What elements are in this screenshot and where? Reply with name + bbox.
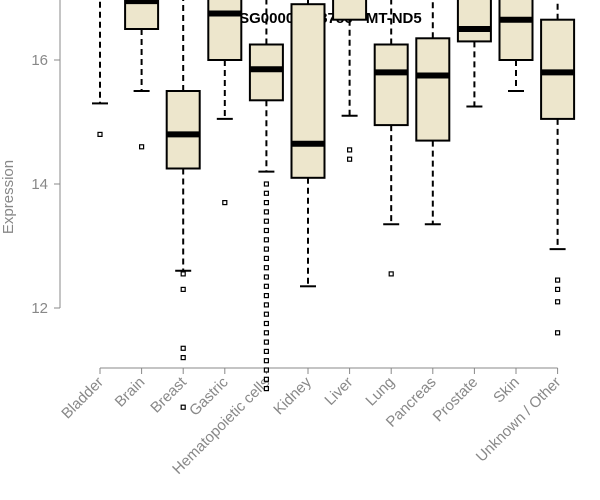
x-tick-label: Bladder (58, 374, 107, 423)
outlier-point (554, 330, 561, 336)
outlier-point (263, 339, 269, 345)
outlier-point (347, 156, 353, 162)
x-tick-label: Skin (490, 374, 523, 407)
box-hematopoietic-cells (248, 0, 284, 392)
outlier-point (180, 286, 186, 292)
outlier-point (263, 274, 269, 280)
y-tick-label: 16 (31, 52, 48, 69)
outlier-point (263, 348, 269, 354)
outlier-point (180, 355, 186, 361)
box-body (456, 0, 492, 43)
outlier-point (347, 147, 353, 153)
outlier-point (263, 227, 269, 234)
box-body (248, 43, 284, 102)
x-tick-label: Kidney (270, 373, 315, 418)
outlier-point (263, 181, 269, 187)
outlier-point (263, 246, 269, 252)
y-tick-label: 14 (31, 176, 48, 193)
outlier-point (180, 404, 186, 410)
outlier-point (180, 271, 186, 277)
box-breast (165, 0, 201, 410)
box-body (332, 0, 368, 21)
y-axis: 1214161820 (31, 0, 61, 317)
box-lung (373, 0, 409, 277)
x-tick-label: Lung (362, 374, 398, 410)
outlier-point (263, 358, 269, 364)
box-gastric (207, 0, 243, 206)
outlier-point (263, 293, 269, 299)
outlier-point (263, 190, 269, 196)
outlier-point (263, 302, 269, 308)
outlier-point (263, 311, 269, 317)
box-skin (498, 0, 534, 92)
box-prostate (456, 0, 492, 108)
outlier-point (263, 200, 269, 206)
box-pancreas (415, 0, 451, 226)
outlier-point (139, 144, 145, 150)
outlier-point (263, 320, 269, 327)
outlier-point (222, 200, 228, 206)
outlier-point (263, 255, 269, 261)
box-group (92, 0, 576, 410)
y-axis-label: Expression (0, 160, 17, 234)
outlier-point (263, 376, 269, 382)
box-brain (124, 0, 160, 150)
outlier-point (263, 367, 269, 373)
outlier-point (263, 218, 269, 224)
box-body (124, 0, 160, 30)
box-body (540, 18, 576, 120)
outlier-point (263, 237, 269, 243)
box-body (165, 90, 201, 170)
outlier-point (180, 345, 186, 351)
outlier-point (263, 209, 269, 215)
box-body (373, 43, 409, 127)
box-body (415, 37, 451, 142)
y-tick-label: 12 (31, 300, 48, 317)
outlier-point (263, 283, 269, 289)
outlier-point (388, 271, 394, 277)
box-body (498, 0, 534, 61)
outlier-point (97, 131, 103, 137)
outlier-point (554, 299, 561, 305)
outlier-point (554, 286, 561, 292)
outlier-point (554, 277, 561, 283)
box-unknown-other (540, 0, 576, 336)
x-tick-label: Brain (112, 374, 149, 411)
box-bladder (92, 0, 108, 137)
outlier-point (263, 386, 269, 392)
box-liver (332, 0, 368, 162)
x-tick-label: Prostate (430, 374, 482, 426)
box-body (207, 0, 243, 61)
box-body (290, 3, 326, 179)
x-tick-label: Liver (321, 374, 356, 409)
x-tick-label: Breast (147, 373, 190, 416)
box-kidney (290, 0, 326, 288)
outlier-point (263, 330, 269, 336)
outlier-point (263, 265, 269, 271)
